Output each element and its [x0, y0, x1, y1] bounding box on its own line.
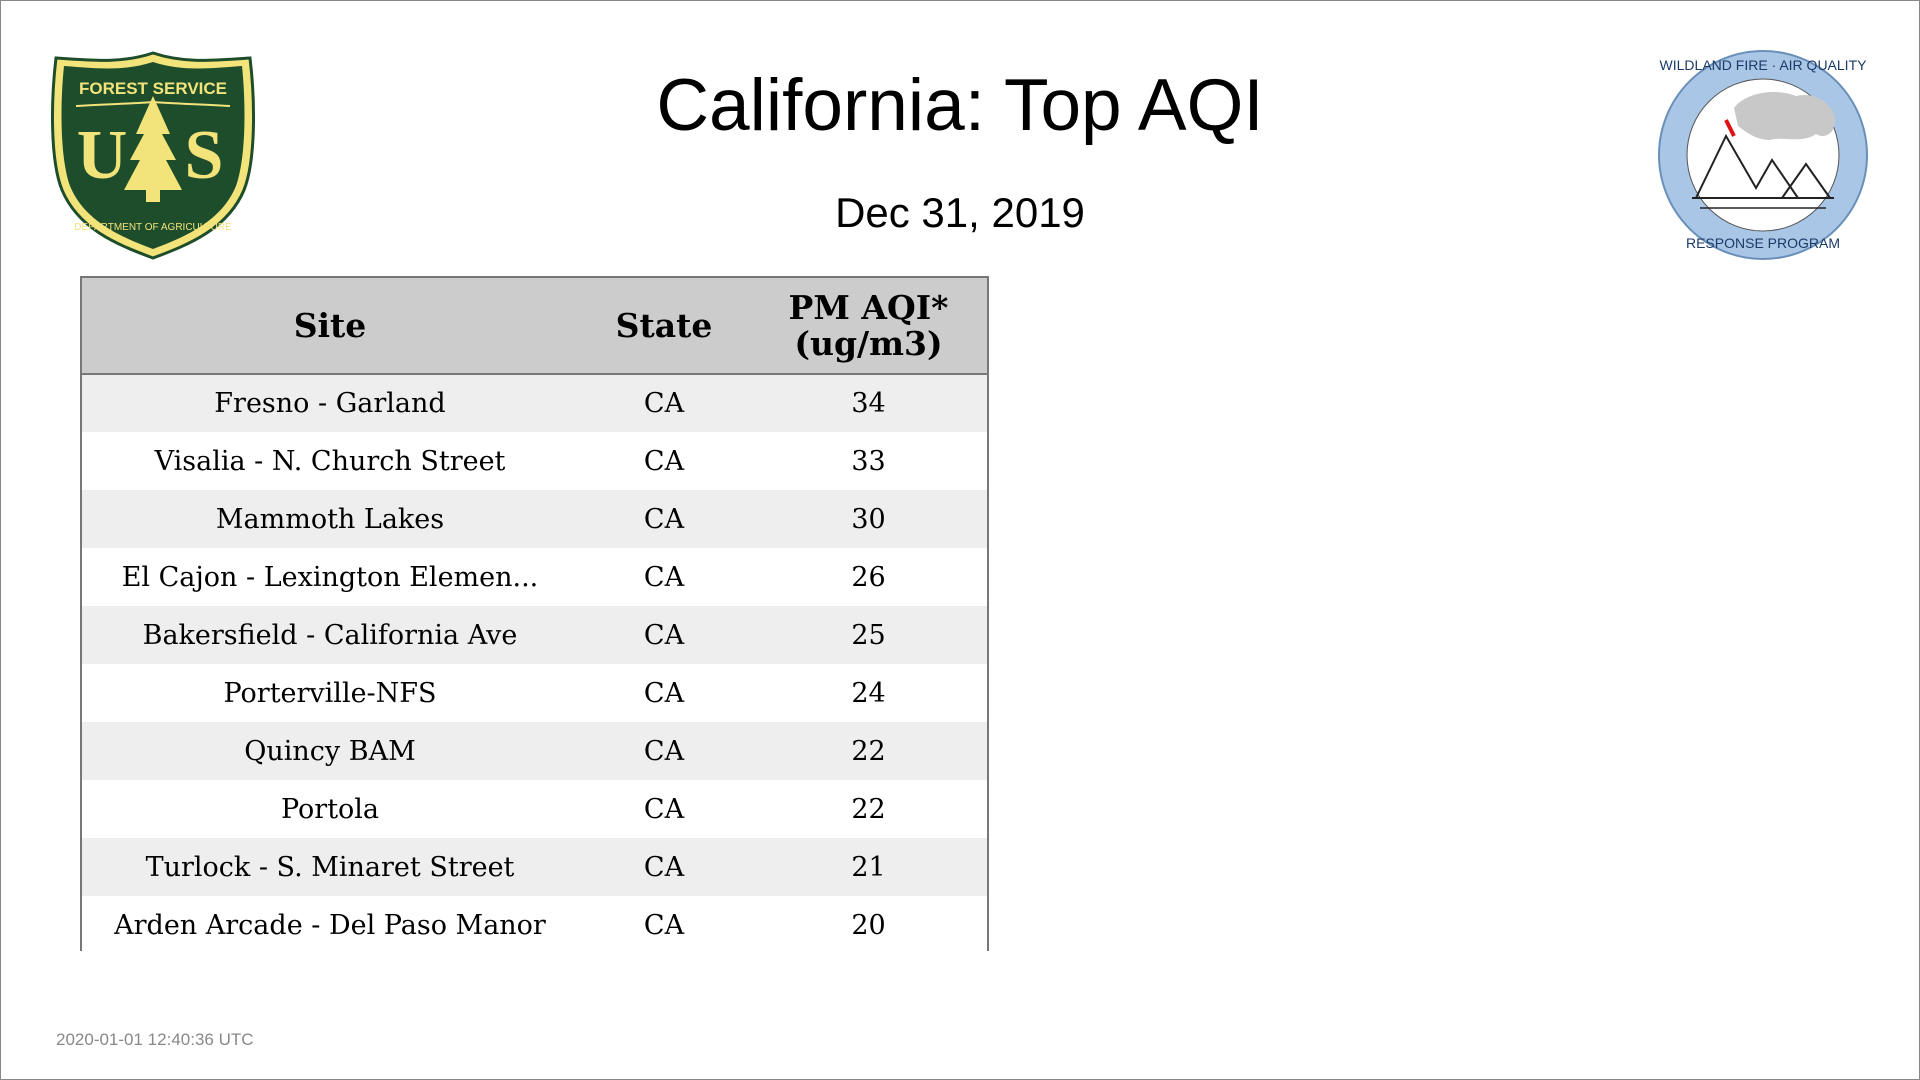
cell-aqi: 33 [851, 445, 886, 477]
svg-text:S: S [185, 117, 224, 194]
cell-site: Portola [280, 793, 380, 825]
svg-text:RESPONSE PROGRAM: RESPONSE PROGRAM [1686, 235, 1840, 251]
cell-aqi: 22 [851, 735, 886, 767]
aqi-table: Site State PM AQI* (ug/m3) Fresno - Garl… [80, 276, 989, 954]
table-row: Fresno - Garland CA 34 [82, 374, 987, 432]
svg-text:FOREST SERVICE: FOREST SERVICE [79, 79, 227, 98]
cell-state: CA [643, 909, 685, 941]
cell-aqi: 22 [851, 793, 886, 825]
cell-aqi: 21 [851, 851, 886, 883]
cell-site: Fresno - Garland [214, 388, 446, 419]
cell-state: CA [643, 735, 685, 767]
cell-site: Quincy BAM [244, 735, 416, 767]
cell-state: CA [643, 619, 685, 651]
column-header-site: Site [82, 278, 578, 375]
table-row: Mammoth Lakes CA 30 [82, 490, 987, 548]
table-row: Arden Arcade - Del Paso Manor CA 20 [82, 896, 987, 954]
cell-aqi: 25 [851, 619, 886, 651]
table-row: Turlock - S. Minaret Street CA 21 [82, 838, 987, 896]
cell-site: Turlock - S. Minaret Street [145, 851, 515, 883]
table-row: Visalia - N. Church Street CA 33 [82, 432, 987, 490]
cell-site: Bakersfield - California Ave [142, 619, 518, 651]
cell-state: CA [643, 561, 685, 593]
cell-site: Mammoth Lakes [215, 503, 445, 535]
generated-timestamp: 2020-01-01 12:40:36 UTC [56, 1030, 254, 1049]
page-title: California: Top AQI [656, 65, 1264, 146]
cell-state: CA [643, 793, 685, 825]
column-header-aqi: PM AQI* (ug/m3) [750, 278, 987, 375]
table-row: Porterville-NFS CA 24 [82, 664, 987, 722]
cell-aqi: 20 [851, 909, 886, 941]
cell-state: CA [643, 445, 685, 477]
cell-aqi: 26 [851, 561, 886, 593]
column-header-aqi-line1: PM AQI* [788, 287, 949, 327]
page-date: Dec 31, 2019 [835, 189, 1085, 236]
column-header-state: State [578, 278, 750, 375]
wildland-fire-logo: WILDLAND FIRE · AIR QUALITY RESPONSE PRO… [1656, 48, 1870, 262]
cell-state: CA [643, 851, 685, 883]
svg-text:U: U [77, 117, 128, 194]
cell-site: Visalia - N. Church Street [154, 445, 506, 477]
forest-service-logo: U S FOREST SERVICE DEPARTMENT OF AGRICUL… [50, 50, 256, 260]
cell-aqi: 30 [851, 503, 886, 535]
cell-state: CA [643, 503, 685, 535]
table-row: Quincy BAM CA 22 [82, 722, 987, 780]
table-header-row: Site State PM AQI* (ug/m3) [82, 278, 987, 375]
cell-state: CA [643, 677, 685, 709]
cell-site: Porterville-NFS [223, 677, 437, 709]
table-row: El Cajon - Lexington Elemen... CA 26 [82, 548, 987, 606]
table-row: Portola CA 22 [82, 780, 987, 838]
cell-site: El Cajon - Lexington Elemen... [121, 561, 539, 593]
svg-text:DEPARTMENT OF AGRICULTURE: DEPARTMENT OF AGRICULTURE [74, 222, 232, 233]
cell-aqi: 34 [851, 388, 886, 419]
svg-text:WILDLAND FIRE · AIR QUALITY: WILDLAND FIRE · AIR QUALITY [1660, 57, 1868, 73]
cell-aqi: 24 [851, 677, 886, 709]
column-header-aqi-line2: (ug/m3) [794, 323, 943, 363]
cell-site: Arden Arcade - Del Paso Manor [114, 909, 546, 941]
cell-state: CA [643, 388, 685, 419]
table-row: Bakersfield - California Ave CA 25 [82, 606, 987, 664]
